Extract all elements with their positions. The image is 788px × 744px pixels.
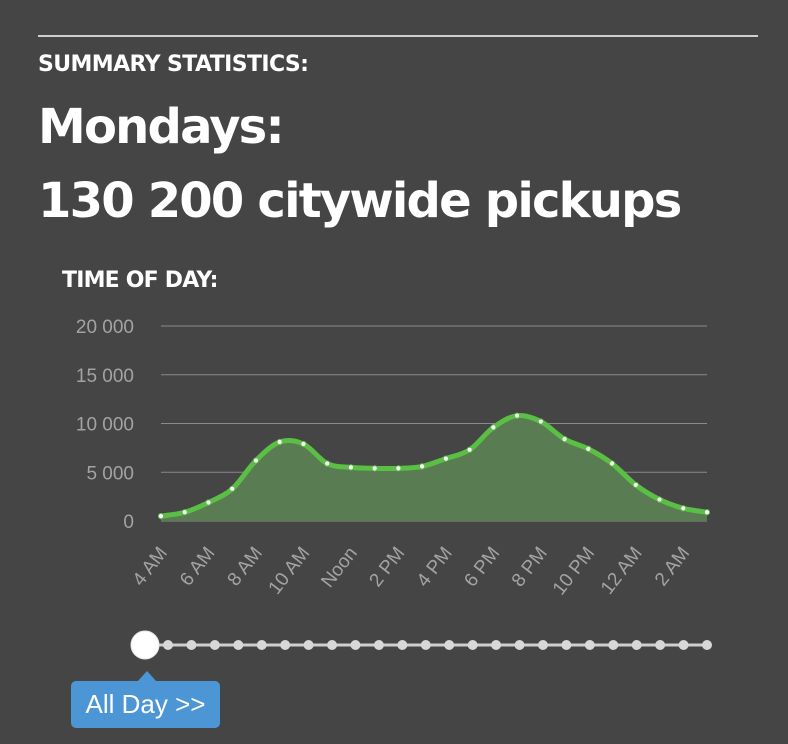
x-tick-label: 12 AM: [597, 543, 647, 598]
x-tick-label: 6 AM: [176, 543, 219, 590]
data-point: [680, 505, 687, 512]
slider-stop[interactable]: [678, 640, 689, 650]
tooltip-arrow: [137, 671, 157, 682]
x-tick-label: Noon: [317, 543, 362, 592]
data-point: [490, 424, 497, 431]
data-point: [419, 463, 426, 470]
series-line: [158, 413, 710, 519]
data-point: [703, 509, 711, 516]
slider-stop[interactable]: [209, 640, 220, 650]
slider-stop[interactable]: [702, 640, 712, 650]
x-tick-label: 2 AM: [651, 543, 694, 590]
slider-stop[interactable]: [280, 640, 291, 650]
data-point: [347, 464, 355, 471]
slider-stop[interactable]: [514, 640, 525, 650]
data-point: [561, 436, 568, 443]
x-tick-label: 8 PM: [508, 543, 552, 591]
data-point: [205, 499, 212, 506]
x-tick-label: 2 PM: [365, 543, 409, 591]
x-tick-label: 6 PM: [460, 543, 504, 591]
slider-stop[interactable]: [327, 640, 338, 650]
data-point: [229, 485, 236, 492]
series-area: [161, 415, 707, 521]
slider-stop[interactable]: [186, 640, 197, 650]
slider-stop[interactable]: [163, 640, 173, 650]
y-tick-label: 5 000: [86, 463, 134, 484]
slider-stop[interactable]: [631, 640, 642, 650]
time-of-day-label: TIME OF DAY:: [62, 268, 218, 293]
data-point: [537, 418, 544, 425]
data-point: [181, 509, 188, 516]
slider-stop[interactable]: [608, 640, 619, 650]
x-tick-label: 8 AM: [224, 543, 267, 590]
data-point: [585, 445, 592, 452]
slider-stop[interactable]: [397, 640, 408, 650]
slider-handle[interactable]: [130, 630, 160, 660]
data-point: [442, 455, 449, 462]
slider-stop[interactable]: [467, 640, 478, 650]
y-tick-label: 20 000: [76, 317, 134, 338]
data-point: [324, 460, 331, 467]
day-heading: Mondays:: [38, 99, 285, 155]
data-point: [466, 446, 473, 453]
data-point: [513, 412, 521, 419]
data-point: [276, 438, 283, 446]
slider-stop[interactable]: [256, 640, 267, 650]
data-point: [656, 496, 663, 503]
y-tick-label: 15 000: [76, 366, 134, 387]
slider-stop[interactable]: [584, 640, 595, 650]
slider-stop[interactable]: [420, 640, 431, 650]
slider-stop[interactable]: [491, 640, 502, 650]
data-point: [632, 481, 639, 489]
slider-stop[interactable]: [233, 640, 244, 650]
x-tick-label: 10 PM: [549, 543, 599, 599]
slider-stop[interactable]: [350, 640, 361, 650]
y-tick-label: 0: [123, 512, 134, 533]
slider-stop[interactable]: [373, 640, 384, 650]
data-point: [252, 457, 260, 464]
data-point: [157, 513, 165, 520]
data-point: [395, 465, 402, 472]
x-tick-label: 4 AM: [129, 543, 172, 590]
slider-stop[interactable]: [561, 640, 572, 650]
all-day-button[interactable]: All Day >>: [71, 681, 220, 728]
slider-stop[interactable]: [655, 640, 666, 650]
slider-stop[interactable]: [303, 640, 314, 650]
data-point: [300, 440, 307, 448]
data-point: [608, 460, 616, 467]
summary-statistics-label: SUMMARY STATISTICS:: [38, 52, 309, 77]
top-divider: [38, 35, 758, 37]
slider-stop[interactable]: [537, 640, 548, 650]
x-tick-label: 10 AM: [265, 543, 315, 598]
y-tick-label: 10 000: [76, 415, 134, 436]
x-tick-label: 4 PM: [413, 543, 457, 591]
slider-stop[interactable]: [444, 640, 455, 650]
data-point: [371, 465, 378, 472]
pickups-total-heading: 130 200 citywide pickups: [38, 173, 682, 229]
